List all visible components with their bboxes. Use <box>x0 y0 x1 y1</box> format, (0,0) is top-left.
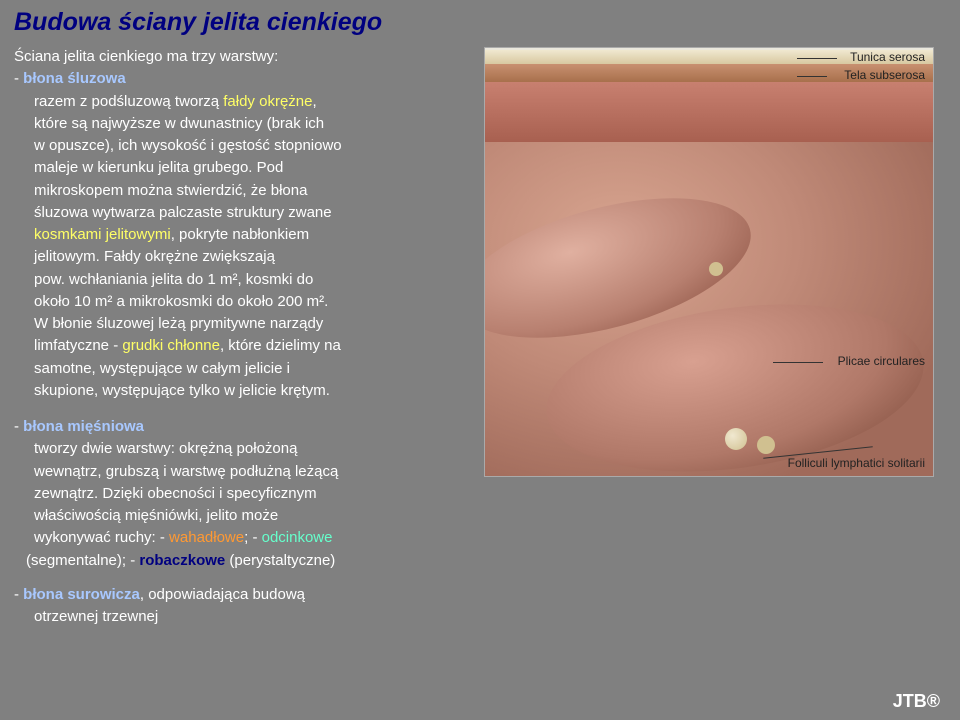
kosmki-term: kosmkami jelitowymi <box>34 226 171 243</box>
t: razem z podśluzową tworzą <box>34 93 223 110</box>
s2-line: wewnątrz, grubszą i warstwę podłużną leż… <box>14 462 474 482</box>
layer-muscle <box>485 82 933 142</box>
figure-column: Tunica serosa Tela subserosa Plicae circ… <box>474 47 946 629</box>
anatomy-figure: Tunica serosa Tela subserosa Plicae circ… <box>484 47 934 477</box>
s1-line: maleje w kierunku jelita grubego. Pod <box>14 158 474 178</box>
t: , odpowiadająca budową <box>140 586 305 603</box>
grudki-term: grudki chłonne <box>122 337 220 354</box>
s1-line: W błonie śluzowej leżą prymitywne narząd… <box>14 314 474 334</box>
section1-heading: - błona śluzowa <box>14 69 474 89</box>
t: limfatyczne - <box>34 337 122 354</box>
s2-line: wykonywać ruchy: - wahadłowe; - odcinkow… <box>14 528 474 548</box>
s1-line: w opuszce), ich wysokość i gęstość stopn… <box>14 136 474 156</box>
text-column: Ściana jelita cienkiego ma trzy warstwy:… <box>14 47 474 629</box>
t: (perystaltyczne) <box>225 552 335 569</box>
s3-line: otrzewnej trzewnej <box>14 607 474 627</box>
s1-line: mikroskopem można stwierdzić, że błona <box>14 181 474 201</box>
odcinkowe-term: odcinkowe <box>262 529 333 546</box>
intro-line: Ściana jelita cienkiego ma trzy warstwy: <box>14 47 474 67</box>
serosa-label: błona surowicza <box>23 586 140 603</box>
label-tela-subserosa: Tela subserosa <box>842 68 927 82</box>
section2: - błona mięśniowa tworzy dwie warstwy: o… <box>14 417 474 571</box>
t: wykonywać ruchy: - <box>34 529 169 546</box>
robaczkowe-term: robaczkowe <box>139 552 225 569</box>
t: , <box>312 93 316 110</box>
s1-line: śluzowa wytwarza palczaste struktury zwa… <box>14 203 474 223</box>
section3: - błona surowicza, odpowiadająca budową … <box>14 585 474 628</box>
t: (segmentalne); - <box>26 552 139 569</box>
leader-line <box>773 362 823 363</box>
content-row: Ściana jelita cienkiego ma trzy warstwy:… <box>0 43 960 629</box>
s1-line: limfatyczne - grudki chłonne, które dzie… <box>14 336 474 356</box>
faldy-term: fałdy okrężne <box>223 93 312 110</box>
muscularis-label: błona mięśniowa <box>23 418 144 435</box>
page-title: Budowa ściany jelita cienkiego <box>0 0 960 43</box>
s2-line: właściwością mięśniówki, jelito może <box>14 506 474 526</box>
t: , które dzielimy na <box>220 337 341 354</box>
s1-line: około 10 m² a mikrokosmki do około 200 m… <box>14 292 474 312</box>
watermark: JTB® <box>893 691 940 712</box>
wahadlowe-term: wahadłowe <box>169 529 244 546</box>
s1-line: skupione, występujące tylko w jelicie kr… <box>14 381 474 401</box>
s1-line: pow. wchłaniania jelita do 1 m², kosmki … <box>14 270 474 290</box>
s2-line: (segmentalne); - robaczkowe (perystaltyc… <box>14 551 474 571</box>
label-plicae: Plicae circulares <box>836 354 927 368</box>
section3-heading: - błona surowicza, odpowiadająca budową <box>14 585 474 605</box>
t: , pokryte nabłonkiem <box>171 226 309 243</box>
s1-line: które są najwyższe w dwunastnicy (brak i… <box>14 114 474 134</box>
s2-line: tworzy dwie warstwy: okrężną położoną <box>14 439 474 459</box>
s1-line: samotne, występujące w całym jelicie i <box>14 359 474 379</box>
t: ; - <box>244 529 262 546</box>
s2-line: zewnątrz. Dzięki obecności i specyficzny… <box>14 484 474 504</box>
s1-line: jelitowym. Fałdy okrężne zwiększają <box>14 247 474 267</box>
mucosa-label: błona śluzowa <box>23 70 126 87</box>
label-folliculi: Folliculi lymphatici solitarii <box>786 456 927 470</box>
leader-line <box>797 76 827 77</box>
folliculi-shape <box>725 428 747 450</box>
s1-line: razem z podśluzową tworzą fałdy okrężne, <box>14 92 474 112</box>
leader-line <box>797 58 837 59</box>
label-tunica-serosa: Tunica serosa <box>848 50 927 64</box>
t: - <box>14 586 23 603</box>
s1-line: kosmkami jelitowymi, pokryte nabłonkiem <box>14 225 474 245</box>
section2-heading: - błona mięśniowa <box>14 417 474 437</box>
